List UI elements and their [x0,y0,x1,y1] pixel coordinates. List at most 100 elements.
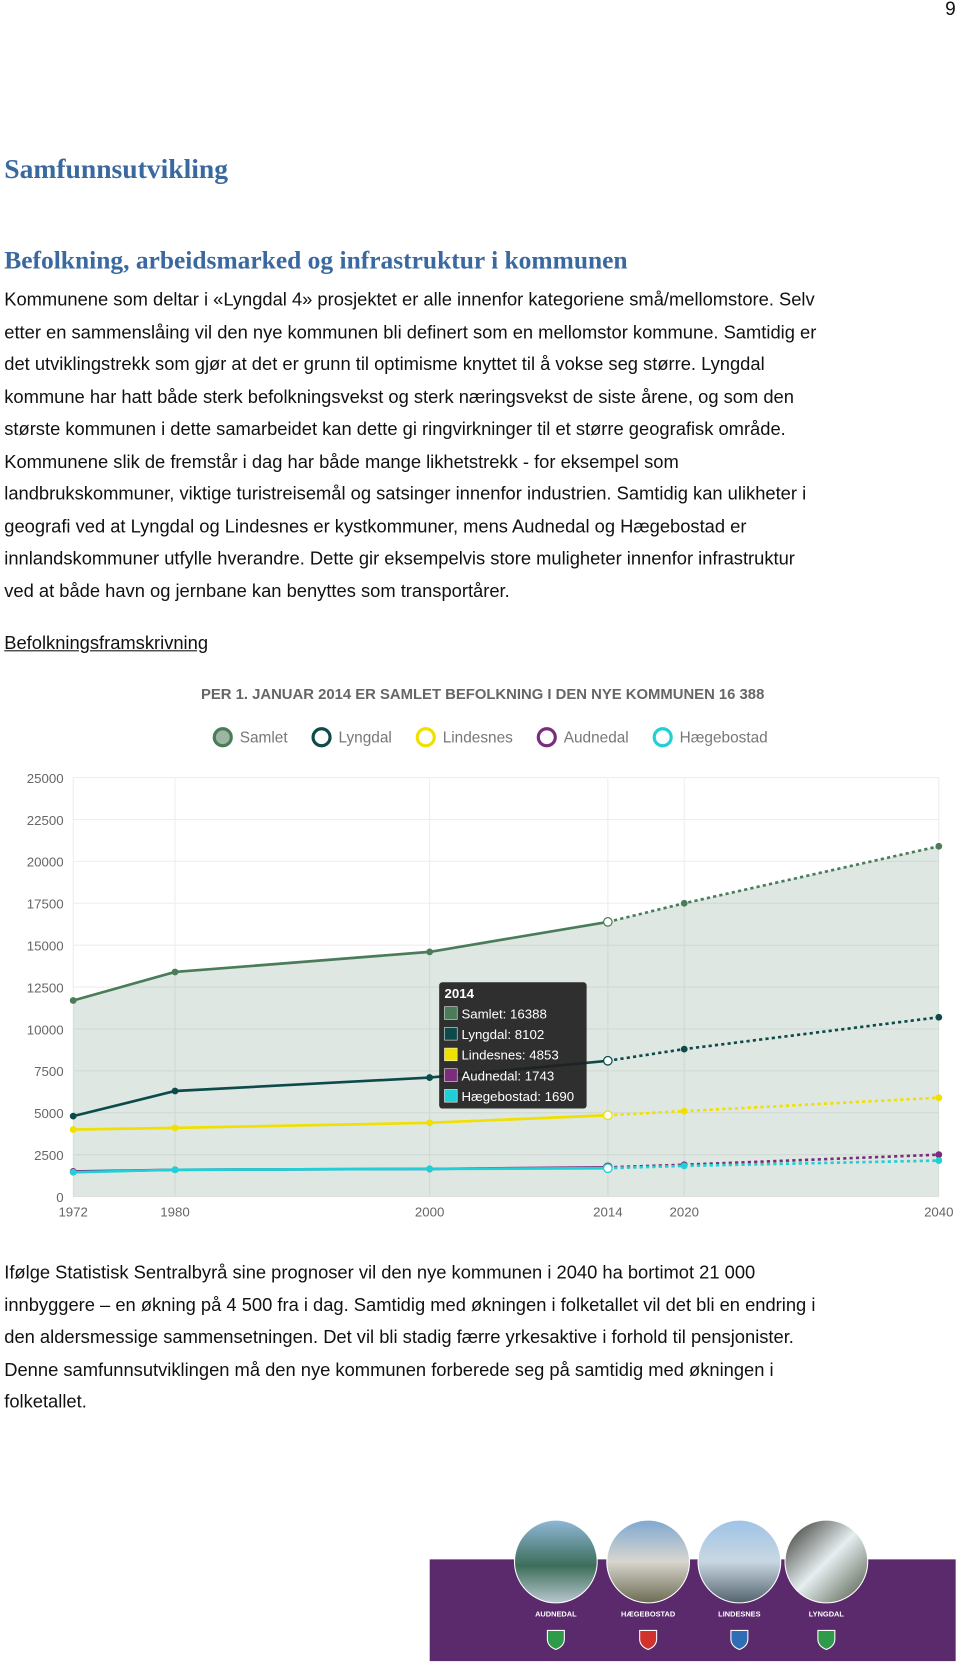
legend-label: Lyngdal [339,730,392,747]
point [69,997,77,1004]
text-line: kommune har hatt både sterk befolkningsv… [4,385,794,407]
point [935,842,943,850]
point [935,1013,943,1021]
chart-title: PER 1. JANUAR 2014 ER SAMLET BEFOLKNING … [201,687,764,703]
line [73,1113,608,1131]
point [426,1165,434,1173]
y-tick-label: 2500 [34,1148,63,1163]
tooltip-row: Hægebostad: 1690 [461,1089,574,1104]
y-tick-label: 7500 [34,1064,63,1079]
point [680,1162,688,1170]
point [426,1119,434,1127]
point [171,1124,179,1132]
legend-label: Audnedal [564,730,629,747]
text-line: innlandskommuner utfylle hverandre. Dett… [4,547,795,569]
subheading: Befolkning, arbeidsmarked og infrastrukt… [4,247,628,275]
y-tick-label: 20000 [27,855,64,870]
point [171,1087,179,1095]
point [69,1126,77,1133]
legend-label: Hægebostad [680,730,768,747]
text-line: Denne samfunnsutviklingen må den nye kom… [4,1358,774,1380]
section-link: Befolkningsframskrivning [4,632,209,654]
point [680,1107,688,1115]
legend-marker [311,727,332,748]
y-tick-label: 12500 [27,980,64,995]
legend-marker [652,727,673,748]
tooltip-row: Lindesnes: 4853 [461,1048,558,1063]
point [935,1157,943,1164]
line [73,1166,608,1174]
legend-label: Lindesnes [443,730,513,747]
banner-bg [429,1559,956,1662]
text-line: Ifølge Statistisk Sentralbyrå sine progn… [4,1261,756,1283]
text-line: etter en sammenslåing vil den nye kommun… [4,320,817,343]
point [602,1110,613,1121]
point [680,899,688,907]
text-line: største kommunen i dette samarbeidet kan… [4,417,786,440]
y-tick-label: 25000 [27,771,64,786]
tooltip-row: Lyngdal: 8102 [461,1027,544,1042]
y-tick-label: 17500 [27,897,64,912]
line [72,920,609,1002]
legend-marker [212,727,233,748]
coat-of-arms [730,1629,749,1651]
point [171,1166,179,1174]
y-tick-label: 5000 [34,1106,63,1121]
x-tick-label: 1980 [160,1205,189,1220]
page-number: 9 [945,0,956,20]
point [171,968,179,976]
y-tick-label: 0 [56,1190,63,1205]
photo [513,1519,598,1604]
coat-of-arms [639,1629,658,1651]
tooltip-row: Audnedal: 1743 [461,1068,554,1083]
municipality-label: HÆGEBOSTAD [621,1610,676,1619]
tooltip-bg [439,982,587,1109]
text-line: folketallet. [4,1390,87,1412]
tooltip-swatch [444,1068,458,1082]
point [69,1112,77,1120]
municipality-label: LYNGDAL [809,1610,845,1619]
paragraph: Ifølge Statistisk Sentralbyrå sine progn… [4,1256,815,1418]
tooltip-swatch [444,1047,458,1062]
text-line: ved at både havn og jernbane kan benytte… [4,579,510,601]
point [935,1151,943,1159]
x-tick-label: 1972 [58,1205,87,1220]
point [69,1168,77,1176]
y-tick-label: 15000 [27,938,64,953]
legend-marker [415,727,436,748]
photo [697,1519,782,1604]
municipality-label: LINDESNES [718,1610,760,1619]
point [602,917,613,927]
x-tick-label: 2000 [415,1205,444,1220]
tooltip-title: 2014 [444,986,474,1001]
text-line: den aldersmessige sammensetningen. Det v… [4,1326,794,1348]
tooltip-row: Samlet: 16388 [461,1006,546,1021]
legend-marker [536,727,557,748]
y-tick-label: 10000 [27,1022,64,1037]
text-line: Kommunene slik de fremstår i dag har båd… [4,450,679,472]
y-tick-label: 22500 [27,813,64,828]
point [680,1045,688,1053]
point [935,1094,943,1102]
text-line: landbrukskommuner, viktige turistreisemå… [4,482,807,504]
point [602,1055,613,1066]
photo [784,1519,869,1604]
text-line: innbyggere – en økning på 4 500 fra i da… [4,1293,816,1315]
photo [606,1519,691,1604]
tooltip: 2014 Samlet: 16388 Lyngdal: 8102 Lindesnes:… [439,982,587,1109]
paragraph: Kommunene som deltar i «Lyngdal 4» prosj… [4,283,816,607]
x-tick-label: 2040 [924,1205,953,1220]
x-tick-label: 2020 [669,1205,698,1220]
legend-label: Samlet [240,730,289,747]
point [426,1074,434,1081]
tooltip-swatch [444,1006,458,1020]
coat-of-arms [817,1629,836,1651]
x-tick-label: 2014 [593,1205,622,1220]
text-line: det utviklingstrekk som gjør at det er g… [4,353,765,375]
text-line: Kommunene som deltar i «Lyngdal 4» prosj… [4,288,815,310]
municipality-label: AUDNEDAL [535,1610,577,1619]
coat-of-arms [546,1629,565,1651]
text-line: geografi ved at Lyngdal og Lindesnes er … [4,515,747,537]
footer-banner: AUDNEDAL HÆGEBOSTAD LINDESNES LYNGDAL [429,1519,956,1662]
